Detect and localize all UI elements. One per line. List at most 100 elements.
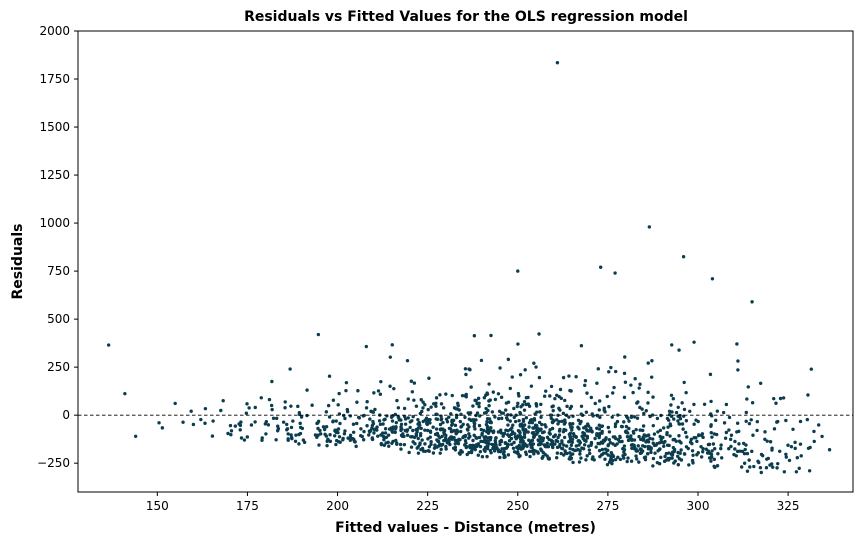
data-point	[297, 411, 302, 415]
data-point	[244, 411, 249, 415]
data-point	[570, 428, 574, 432]
data-point	[765, 439, 769, 443]
data-point	[517, 429, 521, 433]
x-axis-label: Fitted values - Distance (metres)	[335, 520, 596, 536]
data-point	[344, 388, 348, 393]
data-point	[692, 436, 696, 440]
data-point	[735, 421, 740, 425]
data-point	[795, 456, 800, 460]
data-point	[690, 449, 695, 453]
data-point	[327, 374, 332, 378]
data-point	[778, 449, 782, 453]
data-point	[626, 456, 630, 460]
data-point	[600, 429, 604, 434]
data-point	[274, 416, 279, 421]
data-point	[598, 415, 602, 420]
data-point	[763, 430, 767, 434]
data-point	[199, 417, 203, 422]
data-point	[458, 419, 463, 424]
data-point	[585, 434, 590, 439]
data-point	[419, 398, 423, 402]
data-point	[239, 436, 244, 440]
data-point	[706, 442, 711, 447]
data-point	[478, 444, 483, 449]
data-point	[298, 431, 303, 436]
data-point	[359, 427, 363, 431]
data-point	[732, 452, 736, 457]
data-point	[456, 407, 460, 411]
data-point	[452, 435, 456, 440]
data-point	[402, 442, 407, 447]
data-point	[517, 443, 521, 448]
data-point	[733, 439, 737, 444]
data-point	[390, 419, 395, 423]
data-point	[423, 403, 427, 407]
data-point	[681, 427, 685, 431]
data-point	[677, 422, 681, 426]
data-point	[679, 458, 684, 462]
data-point	[805, 417, 810, 422]
data-point	[598, 265, 603, 269]
data-point	[646, 390, 650, 395]
data-point	[638, 405, 642, 410]
data-point	[794, 470, 799, 474]
data-point	[123, 391, 127, 396]
data-point	[715, 409, 720, 413]
data-point	[649, 375, 654, 379]
data-point	[341, 438, 345, 442]
data-point	[687, 463, 691, 467]
data-point	[281, 420, 286, 424]
data-point	[488, 438, 492, 442]
data-point	[586, 429, 591, 433]
data-point	[691, 461, 695, 465]
data-point	[812, 439, 816, 444]
data-point	[589, 426, 593, 431]
data-point	[439, 402, 444, 406]
data-point	[464, 445, 468, 450]
data-point	[331, 398, 336, 402]
data-point	[632, 445, 637, 449]
data-point	[470, 418, 475, 422]
data-point	[677, 348, 681, 352]
data-point	[682, 452, 687, 456]
data-point	[264, 432, 268, 436]
data-point	[797, 466, 801, 470]
data-point	[789, 444, 794, 449]
data-point	[327, 415, 332, 419]
data-point	[426, 407, 430, 412]
data-point	[664, 451, 669, 456]
data-point	[555, 418, 559, 422]
data-point	[395, 442, 399, 446]
data-point	[528, 454, 532, 459]
data-point	[269, 403, 274, 408]
data-point	[729, 433, 734, 437]
data-point	[752, 464, 756, 469]
data-point	[334, 442, 338, 447]
data-point	[518, 424, 523, 428]
data-point	[701, 446, 705, 451]
data-point	[613, 457, 618, 462]
data-point	[445, 420, 450, 424]
data-point	[479, 439, 483, 444]
data-point	[595, 426, 599, 430]
data-point	[469, 385, 473, 389]
data-point	[336, 427, 341, 431]
data-point	[609, 365, 613, 370]
data-point	[462, 434, 466, 438]
data-point	[371, 419, 375, 424]
data-point	[784, 418, 788, 423]
data-point	[599, 453, 604, 457]
data-point	[629, 383, 633, 387]
data-point	[571, 422, 575, 426]
data-point	[618, 457, 623, 462]
data-point	[787, 458, 792, 463]
data-point	[400, 427, 404, 431]
data-point	[504, 416, 509, 420]
data-point	[506, 413, 510, 417]
data-point	[710, 449, 714, 453]
data-point	[438, 422, 443, 427]
data-point	[493, 415, 497, 419]
data-point	[373, 407, 377, 412]
data-point	[480, 455, 485, 459]
data-point	[516, 269, 520, 273]
